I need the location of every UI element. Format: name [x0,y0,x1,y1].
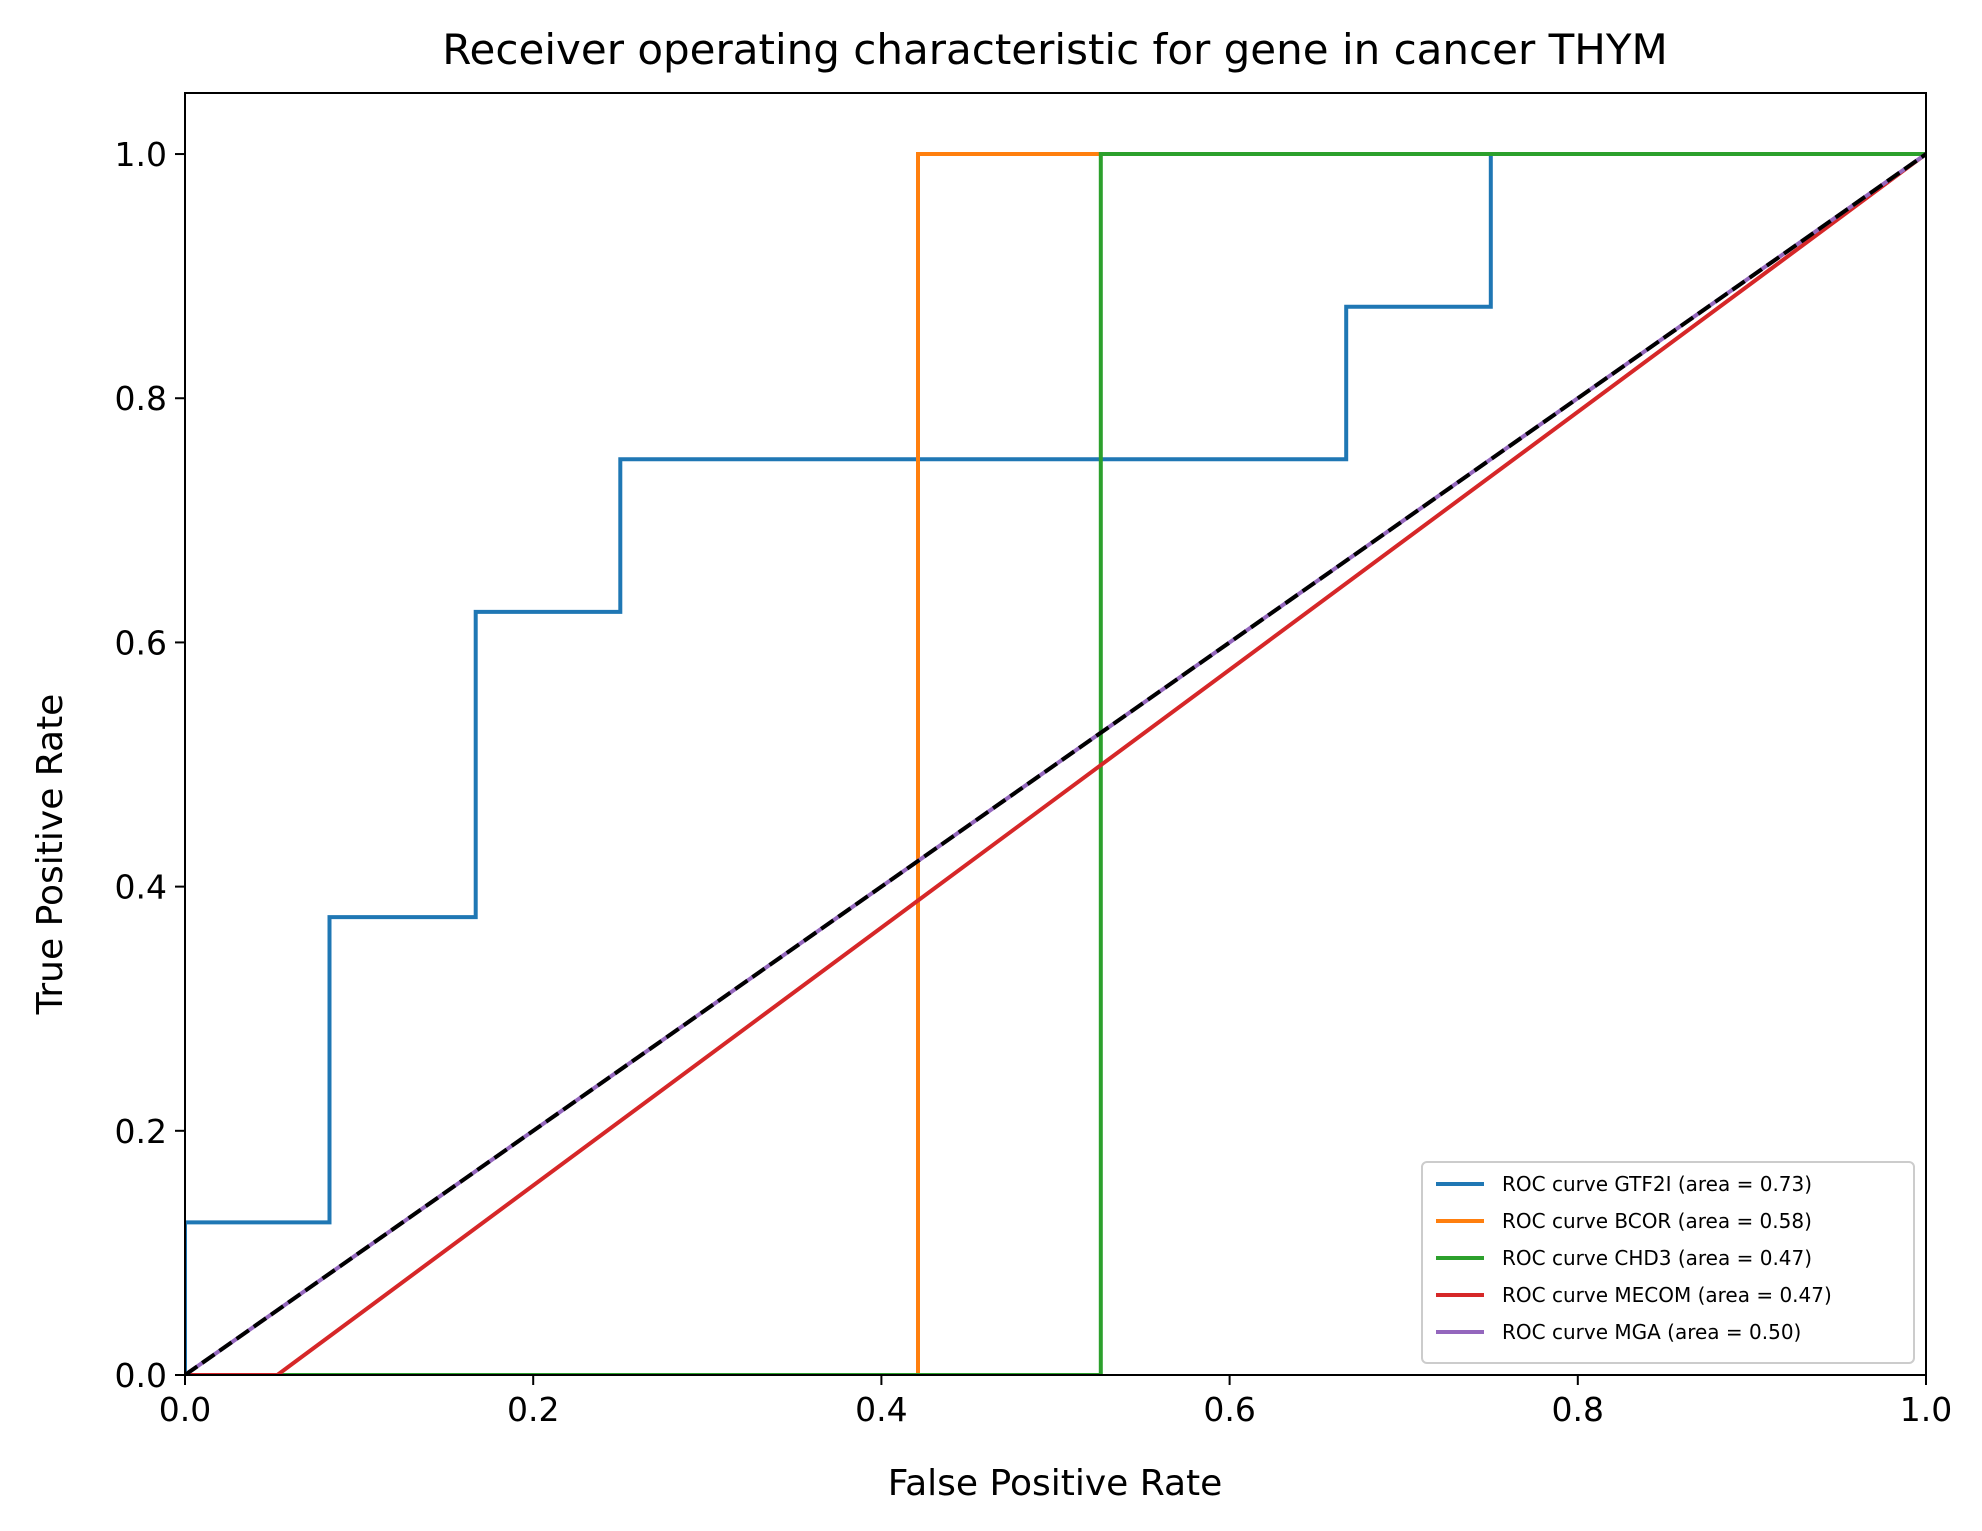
x-tick-label: 0.6 [1203,1390,1255,1429]
y-tick-label: 0.4 [115,868,167,907]
y-tick-label: 0.8 [115,379,167,418]
y-tick-label: 1.0 [115,135,167,174]
y-axis-label: True Positive Rate [30,694,71,1016]
legend-label-roc-curve-bcor: ROC curve BCOR (area = 0.58) [1502,1209,1812,1233]
series-line-roc-curve-mecom [185,152,1926,1375]
x-tick-label: 0.4 [855,1390,907,1429]
x-axis-label: False Positive Rate [888,1463,1223,1504]
plot-area [185,152,1926,1375]
legend-label-roc-curve-chd3: ROC curve CHD3 (area = 0.47) [1502,1246,1812,1270]
x-tick-label: 1.0 [1900,1390,1952,1429]
x-tick-label: 0.8 [1552,1390,1604,1429]
chart-title: Receiver operating characteristic for ge… [442,25,1667,74]
legend-label-roc-curve-mga: ROC curve MGA (area = 0.50) [1502,1320,1801,1344]
y-tick-label: 0.0 [115,1356,167,1395]
legend-label-roc-curve-mecom: ROC curve MECOM (area = 0.47) [1502,1283,1832,1307]
y-tick-label: 0.2 [115,1112,167,1151]
x-tick-label: 0.2 [507,1390,559,1429]
series-line-roc-curve-gtf2i [185,152,1926,1375]
plot-frame [184,92,1927,1376]
reference-diagonal-line [185,152,1926,1375]
y-tick-label: 0.6 [115,623,167,662]
axis-ticks: 0.0 0.2 0.4 0.6 0.8 1.0 0.0 0.2 0.4 0.6 0.8 1.0 [115,135,1953,1429]
legend-label-roc-curve-gtf2i: ROC curve GTF2I (area = 0.73) [1502,1172,1812,1196]
legend-box [1421,1161,1915,1364]
x-tick-label: 0.0 [159,1390,211,1429]
legend: ROC curve GTF2I (area = 0.73) ROC curve B… [1421,1161,1915,1364]
